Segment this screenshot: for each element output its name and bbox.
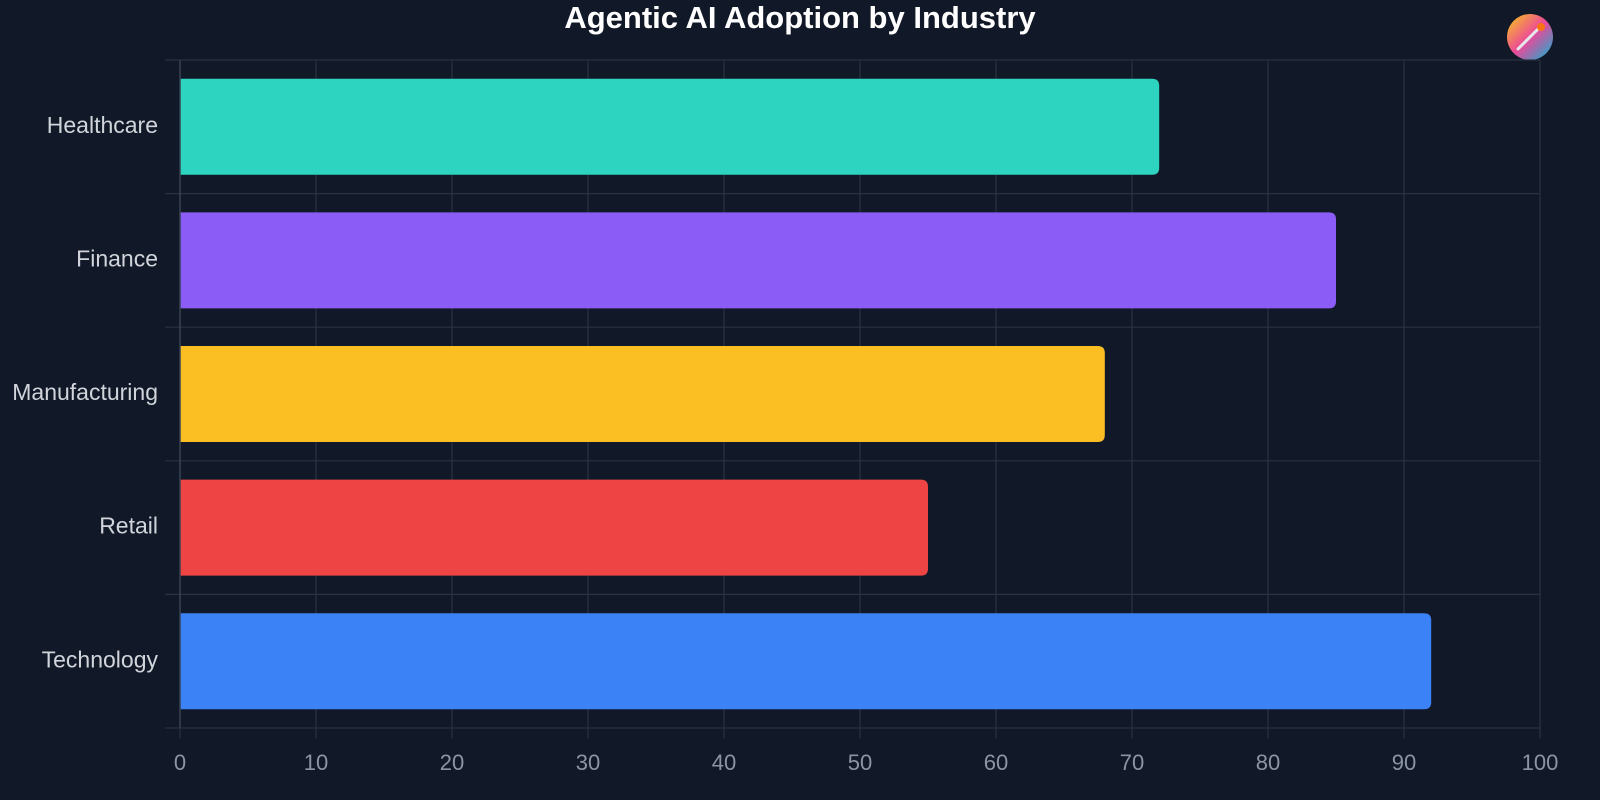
- x-tick-label: 80: [1256, 750, 1280, 775]
- y-tick-label: Finance: [76, 245, 158, 271]
- x-tick-label: 10: [304, 750, 328, 775]
- x-tick-label: 0: [174, 750, 186, 775]
- bar: [180, 613, 1432, 710]
- y-tick-label: Healthcare: [47, 112, 158, 138]
- x-tick-label: 40: [712, 750, 736, 775]
- app-icon[interactable]: [1507, 14, 1553, 60]
- x-tick-label: 30: [576, 750, 600, 775]
- chart-title: Agentic AI Adoption by Industry: [564, 0, 1036, 35]
- x-tick-label: 20: [440, 750, 464, 775]
- bar: [180, 212, 1336, 309]
- y-tick-label: Retail: [99, 513, 158, 539]
- y-tick-label: Technology: [42, 646, 159, 672]
- x-tick-label: 60: [984, 750, 1008, 775]
- x-tick-label: 90: [1392, 750, 1416, 775]
- x-tick-label: 100: [1522, 750, 1559, 775]
- y-tick-label: Manufacturing: [12, 379, 158, 405]
- bar: [180, 346, 1105, 442]
- bar: [180, 479, 928, 576]
- x-tick-label: 50: [848, 750, 872, 775]
- x-tick-label: 70: [1120, 750, 1144, 775]
- bar: [180, 78, 1160, 175]
